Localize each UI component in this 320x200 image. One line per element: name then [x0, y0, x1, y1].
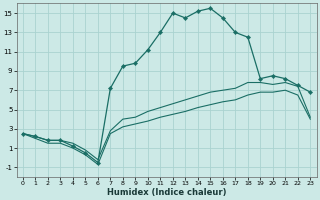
X-axis label: Humidex (Indice chaleur): Humidex (Indice chaleur): [107, 188, 226, 197]
